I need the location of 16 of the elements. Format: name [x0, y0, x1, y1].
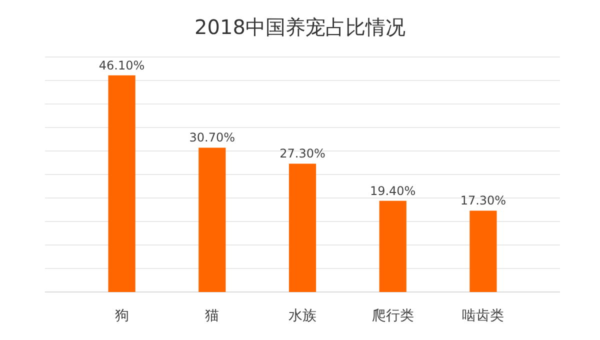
bar: [198, 148, 226, 292]
bar: [288, 164, 316, 292]
bar: [470, 210, 497, 292]
x-tick-label: 猫: [205, 308, 220, 324]
data-label: 19.40%: [370, 184, 416, 198]
data-label: 27.30%: [280, 146, 326, 161]
data-label: 17.30%: [460, 194, 506, 208]
data-label: 46.10%: [98, 58, 145, 72]
bar: [379, 200, 406, 292]
x-tick-label: 啮齿类: [462, 308, 504, 324]
x-tick-label: 狗: [114, 308, 129, 324]
data-label: 30.70%: [189, 130, 236, 145]
bar: [108, 75, 136, 292]
x-tick-label: 爬行类: [372, 308, 414, 324]
x-tick-label: 水族: [288, 308, 316, 324]
chart-title: 2018中国养宠占比情况: [194, 15, 406, 39]
